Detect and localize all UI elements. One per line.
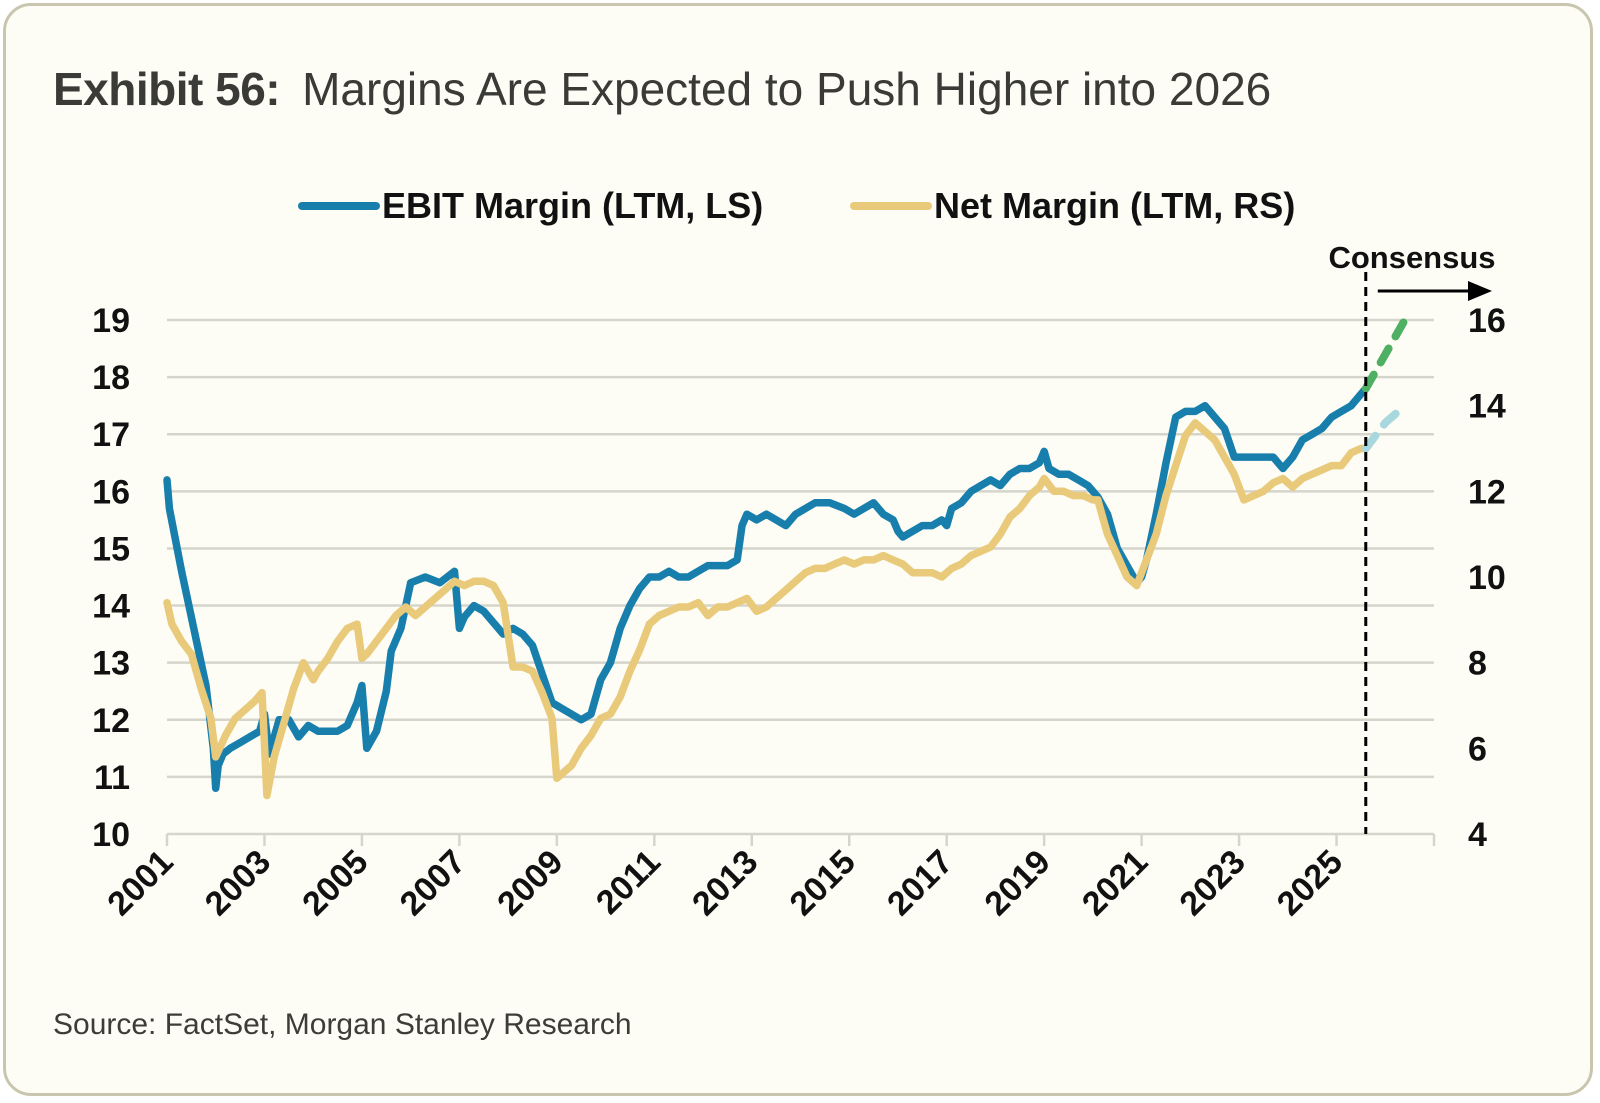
x-tick-label: 2017 [880, 843, 960, 923]
y-right-tick-label: 10 [1468, 559, 1506, 597]
chart-title: Exhibit 56: Margins Are Expected to Push … [53, 62, 1271, 116]
y-left-tick-label: 14 [92, 588, 130, 626]
consensus-annotation: Consensus [1328, 240, 1496, 834]
y-left-tick-label: 16 [92, 473, 130, 511]
exhibit-label: Exhibit 56: [53, 63, 281, 115]
legend-label-net: Net Margin (LTM, RS) [934, 185, 1296, 226]
y-left-tick-label: 10 [92, 816, 130, 854]
consensus-label: Consensus [1328, 240, 1495, 275]
y-right-tick-label: 16 [1468, 302, 1506, 340]
series-line-net-margin-ltm-rs [163, 419, 1370, 800]
series-lines [163, 316, 1409, 800]
y-left-tick-label: 17 [92, 416, 130, 454]
y-left-tick-label: 13 [92, 645, 130, 683]
x-tick-label: 2007 [393, 843, 473, 923]
y-left-tick-label: 12 [92, 702, 130, 740]
y-left-tick-label: 18 [92, 359, 130, 397]
legend-swatch-ebit [298, 202, 380, 210]
x-tick-label: 2013 [685, 843, 765, 923]
y-right-tick-label: 8 [1468, 645, 1487, 683]
legend-swatch-net [850, 202, 932, 210]
x-tick-label: 2003 [198, 843, 278, 923]
y-left-tick-label: 11 [94, 759, 130, 797]
y-left-tick-label: 15 [92, 530, 130, 568]
legend: EBIT Margin (LTM, LS) Net Margin (LTM, R… [0, 185, 1600, 235]
x-tick-label: 2015 [783, 843, 863, 923]
x-tick-label: 2025 [1270, 843, 1350, 923]
series-line-ebit-margin-ltm-ls [163, 384, 1370, 793]
y-right-tick-label: 6 [1468, 730, 1487, 768]
y-right-tick-label: 4 [1468, 816, 1487, 854]
x-tick-label: 2023 [1172, 843, 1252, 923]
legend-item-ebit: EBIT Margin (LTM, LS) [298, 185, 763, 227]
series-line-net-margin-consensus [1361, 401, 1409, 453]
x-tick-label: 2011 [589, 843, 668, 922]
legend-label-ebit: EBIT Margin (LTM, LS) [382, 185, 764, 226]
legend-item-net: Net Margin (LTM, RS) [850, 185, 1295, 227]
source-note: Source: FactSet, Morgan Stanley Research [53, 1008, 632, 1041]
x-tick-label: 2021 [1075, 843, 1155, 923]
x-tick-label: 2009 [490, 843, 570, 923]
x-tick-label: 2019 [977, 843, 1057, 923]
x-tick-label: 2001 [100, 843, 180, 923]
series-line-ebit-margin-consensus [1361, 316, 1409, 393]
y-right-tick-label: 14 [1468, 388, 1506, 426]
consensus-arrow-head-icon [1468, 281, 1492, 301]
x-tick-label: 2005 [295, 843, 375, 923]
y-right-tick-label: 12 [1468, 473, 1506, 511]
y-left-tick-label: 19 [92, 302, 130, 340]
exhibit-title: Margins Are Expected to Push Higher into… [302, 63, 1272, 115]
